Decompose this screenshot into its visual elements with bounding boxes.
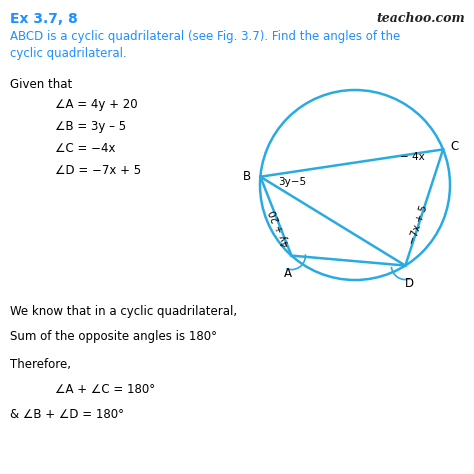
Text: D: D	[405, 276, 414, 290]
Text: −7x + 5: −7x + 5	[408, 204, 429, 246]
Text: Therefore,: Therefore,	[10, 358, 71, 371]
Text: C: C	[450, 140, 458, 153]
Text: A: A	[283, 266, 292, 280]
Text: cyclic quadrilateral.: cyclic quadrilateral.	[10, 47, 127, 60]
Text: B: B	[243, 170, 251, 183]
Text: ∠B = 3y – 5: ∠B = 3y – 5	[55, 120, 126, 133]
Text: ABCD is a cyclic quadrilateral (see Fig. 3.7). Find the angles of the: ABCD is a cyclic quadrilateral (see Fig.…	[10, 30, 400, 43]
Text: We know that in a cyclic quadrilateral,: We know that in a cyclic quadrilateral,	[10, 305, 237, 318]
Text: & ∠B + ∠D = 180°: & ∠B + ∠D = 180°	[10, 408, 124, 421]
Text: 3y−5: 3y−5	[278, 177, 307, 187]
Text: 4y + 20: 4y + 20	[269, 208, 292, 248]
Text: ∠C = −4x: ∠C = −4x	[55, 142, 116, 155]
Text: Given that: Given that	[10, 78, 72, 91]
Text: − 4x: − 4x	[401, 153, 425, 163]
Text: ∠A = 4y + 20: ∠A = 4y + 20	[55, 98, 137, 111]
Text: Sum of the opposite angles is 180°: Sum of the opposite angles is 180°	[10, 330, 217, 343]
Text: ∠D = −7x + 5: ∠D = −7x + 5	[55, 164, 141, 177]
Text: teachoo.com: teachoo.com	[376, 12, 465, 25]
Text: Ex 3.7, 8: Ex 3.7, 8	[10, 12, 78, 26]
Text: ∠A + ∠C = 180°: ∠A + ∠C = 180°	[55, 383, 155, 396]
